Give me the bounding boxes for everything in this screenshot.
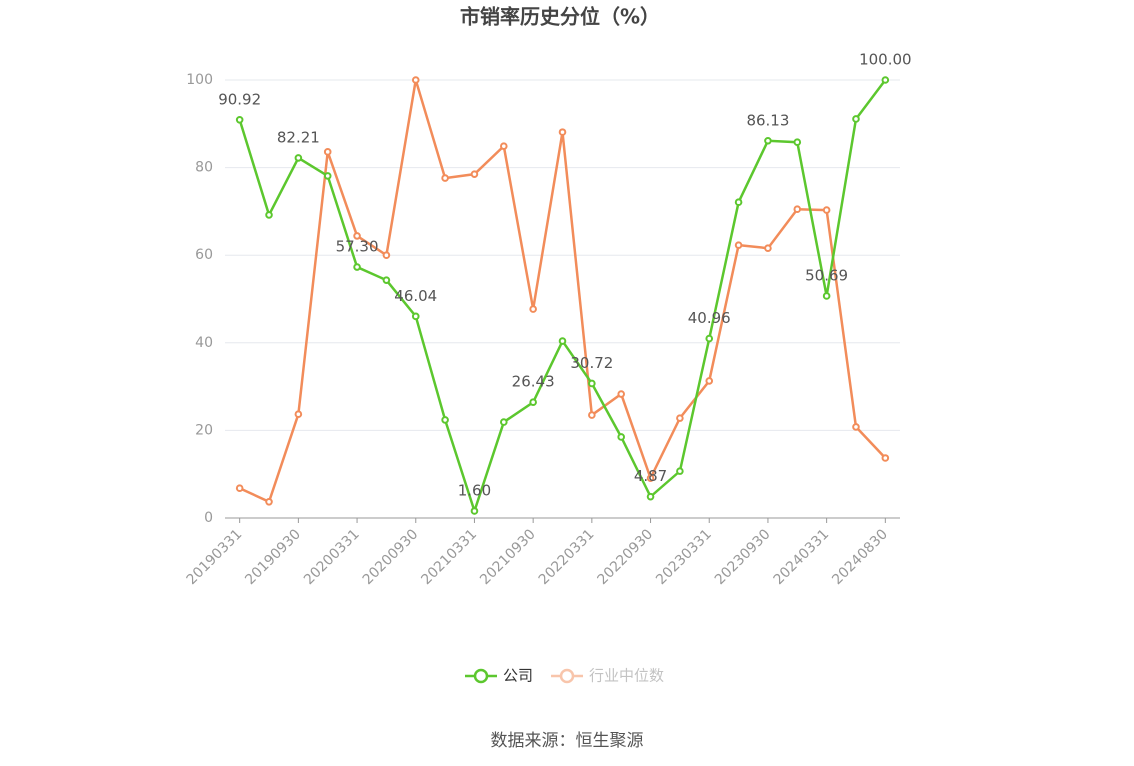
point [734, 198, 743, 207]
data-label: 90.92 [218, 90, 261, 108]
data-label: 82.21 [277, 128, 320, 146]
point [705, 334, 714, 343]
point [646, 474, 655, 482]
point [441, 416, 449, 424]
legend-symbol [473, 668, 489, 684]
series-line [238, 79, 887, 516]
x-tick-label: 20200930 [360, 526, 422, 588]
x-tick-label: 20200331 [301, 526, 363, 588]
x-tick-label: 20190331 [184, 526, 246, 588]
point [705, 377, 714, 385]
point [617, 433, 625, 441]
data-label: 50.69 [805, 266, 848, 284]
data-label: 46.04 [394, 287, 437, 305]
point [588, 411, 596, 419]
data-label: 26.43 [512, 373, 555, 391]
x-tick-label: 20240830 [829, 526, 891, 588]
point [529, 305, 537, 313]
point [265, 497, 273, 506]
data-label: 4.87 [634, 467, 667, 485]
point [294, 154, 303, 162]
legend-label: 公司 [503, 667, 533, 685]
point [852, 115, 860, 123]
y-tick-label: 40 [195, 335, 213, 351]
point [793, 138, 802, 146]
legend-symbol [559, 668, 575, 684]
data-label: 30.72 [570, 354, 613, 372]
point [235, 484, 244, 493]
point [353, 232, 361, 240]
point [500, 142, 508, 150]
point [411, 76, 420, 84]
x-tick-label: 20240331 [771, 526, 833, 588]
point [265, 211, 273, 219]
point [676, 467, 684, 475]
point [294, 410, 303, 418]
legend-label: 行业中位数 [589, 667, 664, 685]
y-tick-label: 20 [195, 422, 213, 438]
x-tick-label: 20230331 [653, 526, 715, 588]
y-tick-label: 0 [204, 510, 213, 526]
point [852, 423, 860, 431]
point [353, 263, 361, 271]
point [617, 390, 625, 398]
y-tick-label: 100 [186, 72, 213, 88]
point [646, 492, 655, 501]
point [529, 398, 537, 407]
point [441, 174, 449, 182]
data-label: 40.96 [688, 309, 731, 327]
y-tick-label: 60 [195, 247, 213, 263]
point [323, 172, 332, 180]
data-label: 1.60 [458, 481, 491, 499]
point [881, 76, 890, 84]
data-label: 57.30 [336, 238, 379, 256]
chart-title: 市销率历史分位（%） [460, 5, 660, 29]
point [323, 148, 332, 156]
point [235, 115, 244, 124]
point [822, 292, 831, 300]
point [793, 205, 802, 214]
point [382, 251, 391, 259]
point [822, 206, 831, 214]
x-tick-label: 20190930 [242, 526, 304, 588]
point [558, 337, 567, 345]
point [764, 136, 772, 145]
point [470, 507, 479, 515]
legend-item[interactable]: 公司 [465, 667, 533, 685]
point [382, 276, 391, 284]
series-line [239, 79, 887, 504]
point [411, 312, 420, 321]
x-tick-label: 20220930 [594, 526, 656, 588]
data-label: 100.00 [859, 51, 912, 69]
point [734, 241, 743, 249]
point [764, 244, 772, 252]
y-tick-label: 80 [195, 160, 213, 176]
x-tick-label: 20220331 [536, 526, 598, 588]
x-tick-label: 20230930 [712, 526, 774, 588]
x-tick-label: 20210331 [418, 526, 480, 588]
point [588, 379, 596, 388]
legend-item[interactable]: 行业中位数 [551, 667, 664, 685]
source: 数据来源：恒生聚源 [491, 731, 644, 751]
point [881, 454, 890, 462]
point [558, 128, 567, 136]
x-tick-label: 20210930 [477, 526, 539, 588]
point [676, 414, 684, 422]
point [470, 170, 479, 178]
point [500, 418, 508, 426]
data-label: 86.13 [746, 111, 789, 129]
